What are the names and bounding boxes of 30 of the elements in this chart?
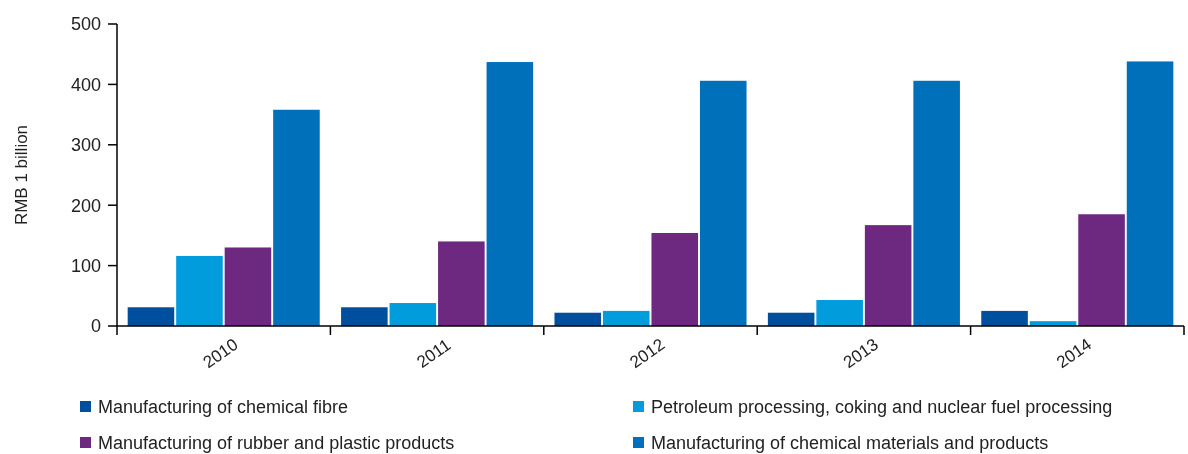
y-tick-label: 0 <box>90 316 101 337</box>
y-axis-title: RMB 1 billion <box>12 124 31 226</box>
legend-label: Manufacturing of chemical materials and products <box>651 433 1049 454</box>
legend-label: Petroleum processing, coking and nuclear fuel processing <box>651 397 1113 418</box>
bar <box>224 247 272 326</box>
bar <box>438 241 485 326</box>
bar <box>176 255 223 326</box>
x-tick-label: 2011 <box>413 335 455 372</box>
bar <box>602 310 650 326</box>
y-tick-label: 100 <box>70 255 101 276</box>
bar <box>341 307 388 326</box>
bar <box>913 80 960 326</box>
bar <box>554 312 602 326</box>
y-tick-label: 200 <box>70 195 101 216</box>
legend-label: Manufacturing of chemical fibre <box>98 397 349 418</box>
bar <box>273 109 320 326</box>
y-tick-label: 300 <box>70 135 101 156</box>
bar <box>389 303 437 326</box>
y-tick-label: 500 <box>70 14 101 35</box>
legend-label: Manufacturing of rubber and plastic products <box>98 433 455 454</box>
bar <box>1078 214 1125 326</box>
bar <box>816 300 863 326</box>
y-tick-label: 400 <box>70 74 101 95</box>
bar <box>486 62 534 326</box>
bar <box>864 225 912 326</box>
bar <box>127 307 175 326</box>
bar <box>981 310 1028 326</box>
bar <box>1126 61 1174 326</box>
bar <box>699 80 747 326</box>
bar <box>651 232 699 326</box>
